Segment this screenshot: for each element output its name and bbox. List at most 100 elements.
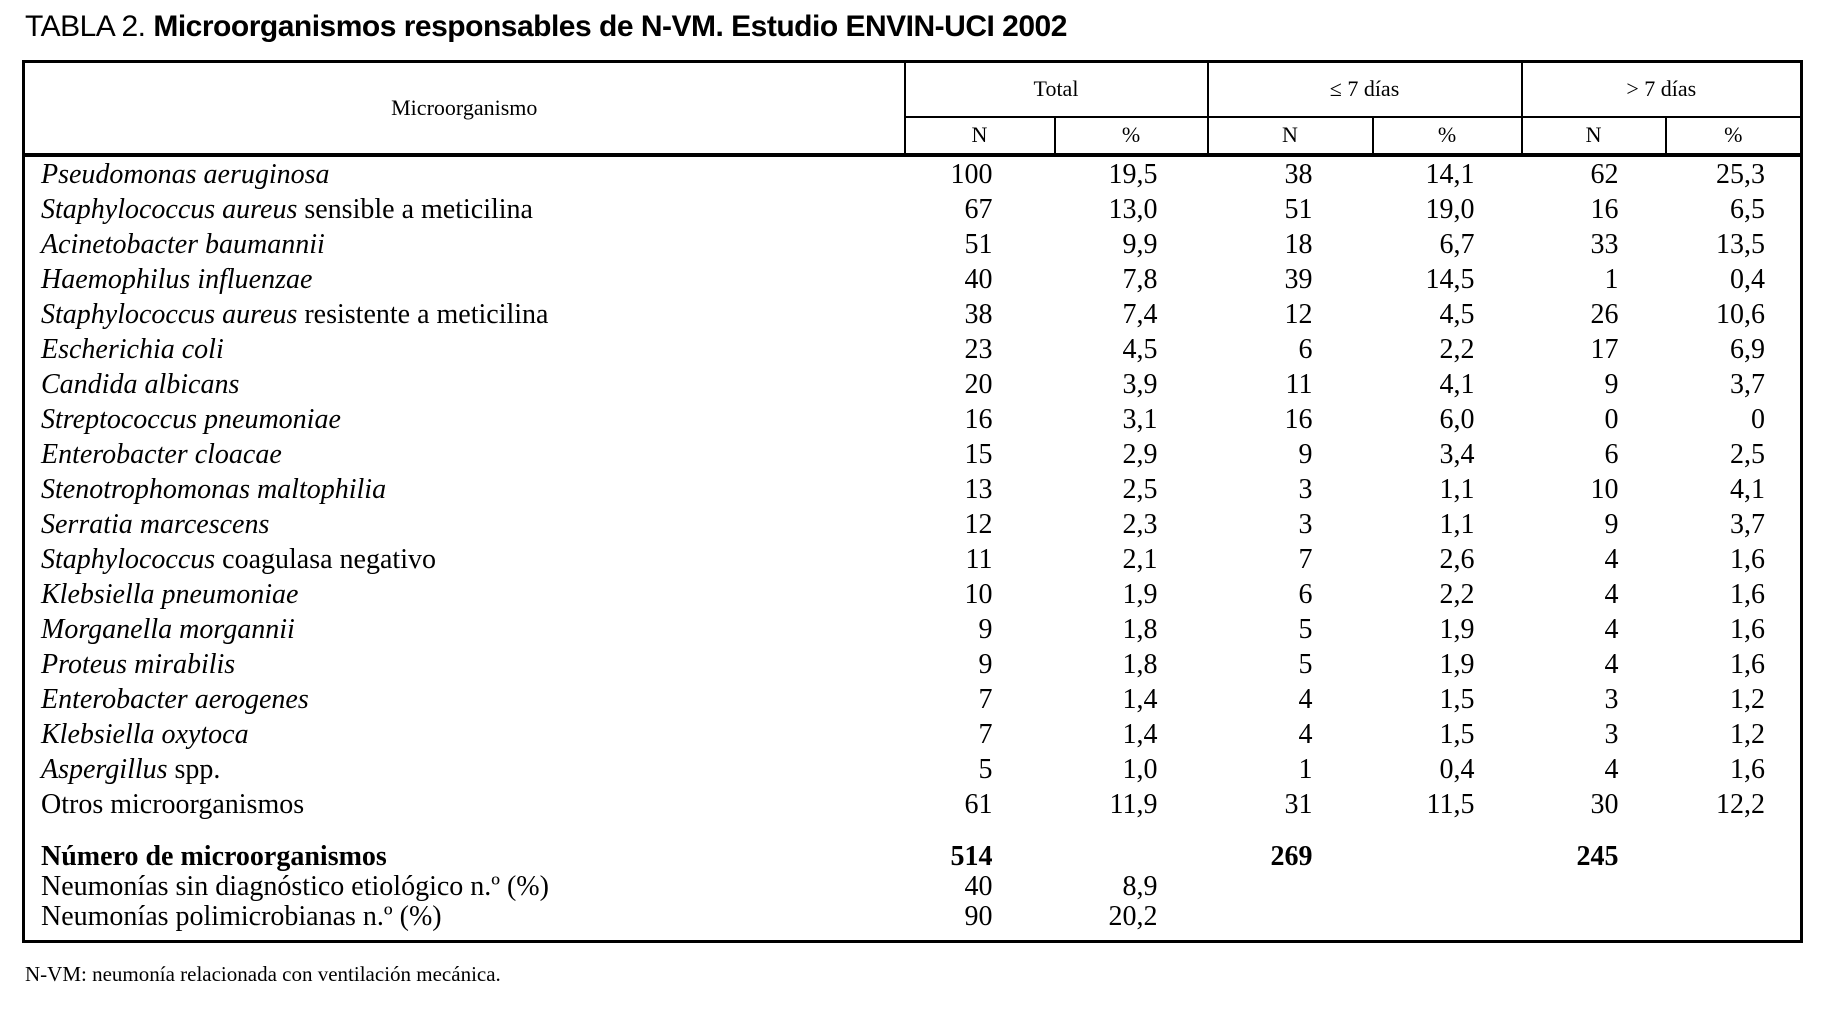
table-row: Candida albicans 20 3,9 11 4,1 9 3,7 (24, 367, 1802, 402)
cell-gt7-n: 4 (1604, 578, 1619, 610)
subheader-le7-n: N (1206, 116, 1373, 157)
cell-gt7-n: 33 (1590, 228, 1619, 260)
table-row: Pseudomonas aeruginosa 100 19,5 38 14,1 62 25,… (24, 155, 1802, 192)
table-row: Staphylococcus aureus sensible a meticil… (24, 192, 1802, 227)
cell-total-n: 100 (950, 158, 993, 190)
table-row: Staphylococcus aureus resistente a metic… (24, 297, 1802, 332)
cell-gt7-pct: 12,2 (1716, 788, 1766, 820)
column-header-gt7days: > 7 días (1520, 61, 1802, 118)
cell-total-pct: 11,9 (1109, 788, 1158, 820)
cell-le7-n: 3 (1298, 473, 1313, 505)
cell-total-pct: 1,8 (1122, 648, 1158, 680)
summary-label: Neumonías sin diagnóstico etiológico n.º… (41, 870, 549, 902)
cell-total-n: 40 (964, 263, 993, 295)
cell-le7-n: 9 (1298, 438, 1313, 470)
summary-label: Número de microorganismos (41, 840, 387, 872)
summary-row-no-etiologic-diagnosis: Neumonías sin diagnóstico etiológico n.º… (24, 870, 1802, 902)
table-row: Haemophilus influenzae 40 7,8 39 14,5 1 0,4 (24, 262, 1802, 297)
cell-total-n: 15 (964, 438, 993, 470)
cell-total-pct: 1,9 (1122, 578, 1158, 610)
cell-gt7-n: 3 (1604, 683, 1619, 715)
cell-le7-n: 6 (1298, 578, 1313, 610)
cell-le7-pct: 2,6 (1439, 543, 1475, 575)
table-row: Escherichia coli 23 4,5 6 2,2 17 6,9 (24, 332, 1802, 367)
table-header: Microorganismo Total ≤ 7 días > 7 días N… (23, 61, 1802, 157)
subheader-total-pct: % (1053, 116, 1208, 157)
cell-total-pct: 1,4 (1122, 683, 1158, 715)
cell-total-n: 61 (964, 788, 993, 820)
table-footnote: N-VM: neumonía relacionada con ventilaci… (25, 962, 501, 986)
cell-le7-n: 31 (1284, 788, 1313, 820)
spacer-row (24, 932, 1802, 942)
cell-gt7-pct: 4,1 (1730, 473, 1766, 505)
cell-total-pct: 9,9 (1122, 228, 1158, 260)
cell-gt7-pct: 10,6 (1716, 298, 1766, 330)
table-row: Morganella morgannii 9 1,8 5 1,9 4 1,6 (24, 612, 1802, 647)
cell-le7-n: 18 (1284, 228, 1313, 260)
cell-gt7-n: 245 (1576, 840, 1619, 872)
cell-gt7-pct: 2,5 (1730, 438, 1766, 470)
cell-gt7-n: 62 (1590, 158, 1619, 190)
subheader-total-n: N (903, 116, 1055, 157)
cell-total-pct: 19,5 (1108, 158, 1158, 190)
cell-gt7-pct: 1,6 (1730, 753, 1766, 785)
cell-le7-n (1208, 902, 1373, 932)
cell-total-n: 5 (978, 753, 993, 785)
cell-le7-pct: 1,5 (1439, 683, 1475, 715)
cell-total-pct: 4,5 (1122, 333, 1158, 365)
table-row: Proteus mirabilis 9 1,8 5 1,9 4 1,6 (24, 647, 1802, 682)
cell-le7-n: 5 (1298, 613, 1313, 645)
cell-gt7-n: 17 (1590, 333, 1619, 365)
cell-microorganism: Staphylococcus aureus resistente a metic… (41, 298, 549, 330)
cell-le7-pct: 19,0 (1425, 193, 1475, 225)
cell-gt7-pct: 0 (1751, 403, 1766, 435)
cell-microorganism: Proteus mirabilis (41, 648, 236, 680)
cell-total-pct: 1,8 (1122, 613, 1158, 645)
cell-le7-pct: 14,1 (1425, 158, 1475, 190)
cell-total-pct: 1,4 (1122, 718, 1158, 750)
cell-le7-n: 11 (1285, 368, 1313, 400)
cell-total-n: 514 (950, 840, 993, 872)
cell-gt7-pct: 6,5 (1730, 193, 1766, 225)
cell-le7-pct: 11,5 (1426, 788, 1475, 820)
cell-gt7-pct (1666, 902, 1802, 932)
cell-gt7-n: 30 (1590, 788, 1619, 820)
cell-le7-pct: 1,1 (1439, 473, 1475, 505)
cell-le7-n: 5 (1298, 648, 1313, 680)
cell-le7-pct: 4,5 (1439, 298, 1475, 330)
table-row: Staphylococcus coagulasa negativo 11 2,1 7 2… (24, 542, 1802, 577)
cell-le7-pct: 1,9 (1439, 648, 1475, 680)
cell-microorganism: Enterobacter cloacae (41, 438, 282, 470)
cell-le7-n: 269 (1270, 840, 1313, 872)
cell-le7-pct: 6,0 (1439, 403, 1475, 435)
spacer-row (24, 822, 1802, 842)
cell-microorganism: Pseudomonas aeruginosa (41, 158, 330, 190)
cell-total-n: 51 (964, 228, 993, 260)
cell-total-pct: 3,9 (1122, 368, 1158, 400)
cell-total-n: 67 (964, 193, 993, 225)
cell-le7-pct (1373, 842, 1522, 872)
cell-le7-n: 4 (1298, 683, 1313, 715)
cell-gt7-n (1522, 902, 1666, 932)
cell-gt7-pct: 0,4 (1730, 263, 1766, 295)
cell-total-n: 7 (978, 718, 993, 750)
cell-total-pct: 7,4 (1122, 298, 1158, 330)
cell-microorganism: Stenotrophomonas maltophilia (41, 473, 387, 505)
cell-gt7-n: 4 (1604, 543, 1619, 575)
cell-le7-pct: 14,5 (1425, 263, 1475, 295)
cell-microorganism: Acinetobacter baumannii (41, 228, 325, 260)
table-row: Klebsiella pneumoniae 10 1,9 6 2,2 4 1,6 (24, 577, 1802, 612)
cell-microorganism: Klebsiella oxytoca (41, 718, 249, 750)
cell-le7-pct: 6,7 (1439, 228, 1475, 260)
cell-total-pct: 2,3 (1122, 508, 1158, 540)
cell-gt7-pct: 1,2 (1730, 683, 1766, 715)
cell-gt7-n: 26 (1590, 298, 1619, 330)
cell-le7-n: 7 (1298, 543, 1313, 575)
cell-total-n: 12 (964, 508, 993, 540)
cell-le7-n (1208, 872, 1373, 902)
cell-microorganism: Candida albicans (41, 368, 240, 400)
table-row: Serratia marcescens 12 2,3 3 1,1 9 3,7 (24, 507, 1802, 542)
cell-total-n: 16 (964, 403, 993, 435)
cell-gt7-n: 16 (1590, 193, 1619, 225)
